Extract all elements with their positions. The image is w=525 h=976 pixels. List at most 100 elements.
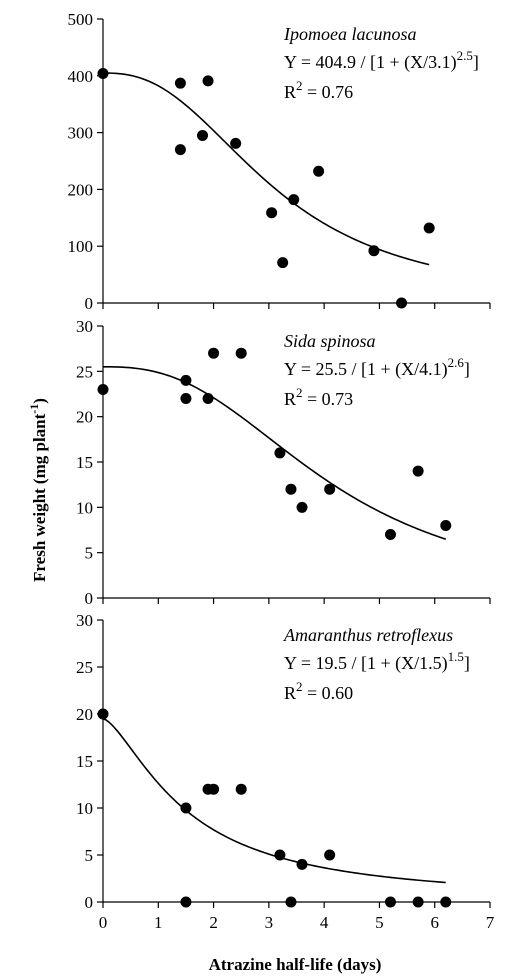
data-point (285, 896, 297, 908)
x-tick-label: 2 (209, 913, 218, 932)
panel-1: 0 100 200 300 400 500 Ipomoea lacunosa Y = 404.… (68, 10, 491, 313)
fitted-curve (102, 717, 446, 884)
y-tick-label: 25 (76, 658, 93, 677)
r-squared-symbol: R (284, 389, 296, 409)
data-point (423, 222, 435, 234)
y-tick-label: 10 (76, 799, 93, 818)
x-tick-label: 3 (265, 913, 274, 932)
x-tick-label: 6 (430, 913, 439, 932)
panel-2: 0 5 10 15 20 25 30 Sida spinosa Y = 25.5 / [1 + … (76, 317, 491, 608)
equation-end: ] (473, 52, 479, 72)
equation-main: Y = 404.9 / [1 + (X/3.1) (284, 52, 457, 73)
y-tick-label: 20 (76, 705, 93, 724)
species-label: Ipomoea lacunosa (283, 24, 416, 44)
r-squared-value: = 0.76 (303, 82, 354, 102)
species-label: Amaranthus retroflexus (283, 625, 453, 645)
data-point (313, 165, 325, 177)
data-point (97, 708, 109, 720)
y-axis-title-sup: -1 (27, 404, 41, 414)
data-point (324, 849, 336, 861)
fitted-curve (103, 72, 430, 266)
y-tick-label: 400 (68, 67, 94, 86)
equation-exponent: 2.6 (448, 355, 465, 370)
x-axis-title: Atrazine half-life (days) (209, 955, 382, 974)
data-point (396, 297, 408, 309)
data-point (384, 529, 396, 541)
data-point (197, 129, 209, 141)
r-squared-label: R2 = 0.73 (284, 385, 353, 409)
data-point (174, 77, 186, 89)
y-tick-label: 30 (76, 611, 93, 630)
data-point (235, 783, 247, 795)
y-tick-label: 15 (76, 752, 93, 771)
fitted-curve (103, 366, 447, 540)
y-tick-label: 15 (76, 453, 93, 472)
y-axis-title-main: Fresh weight (mg plant (30, 413, 49, 582)
data-point (440, 896, 452, 908)
y-tick-label: 300 (68, 124, 94, 143)
data-point (324, 483, 336, 495)
y-tick-label: 200 (68, 180, 94, 199)
data-point (235, 347, 247, 359)
y-tick-label: 5 (85, 846, 94, 865)
data-point (230, 137, 242, 149)
equation-label: Y = 25.5 / [1 + (X/4.1)2.6] (284, 355, 470, 380)
r-squared-sup: 2 (296, 78, 303, 93)
equation-main: Y = 25.5 / [1 + (X/4.1) (284, 359, 448, 380)
data-point (274, 447, 286, 459)
data-point (440, 519, 452, 531)
data-point (412, 896, 424, 908)
r-squared-value: = 0.73 (303, 389, 354, 409)
equation-label: Y = 19.5 / [1 + (X/1.5)1.5] (284, 649, 470, 674)
data-point (384, 896, 396, 908)
x-tick-label: 5 (375, 913, 384, 932)
panel-3: 0 5 10 15 20 25 30 Amaranthus retroflexus Y = 19… (76, 611, 491, 912)
equation-end: ] (464, 653, 470, 673)
y-axis-title-end: ) (30, 398, 49, 404)
data-point (208, 347, 220, 359)
y-axis-title: Fresh weight (mg plant-1) (27, 398, 49, 582)
data-point (296, 858, 308, 870)
r-squared-symbol: R (284, 82, 296, 102)
y-tick-label: 30 (76, 317, 93, 336)
data-point (296, 501, 308, 513)
y-tick-label: 10 (76, 498, 93, 517)
x-tick-label: 7 (486, 913, 495, 932)
y-tick-label: 0 (85, 294, 94, 313)
r-squared-label: R2 = 0.60 (284, 679, 353, 703)
equation-exponent: 1.5 (448, 649, 464, 664)
x-tick-label: 1 (154, 913, 163, 932)
data-point (277, 257, 289, 269)
y-tick-label: 500 (68, 10, 94, 29)
data-point (285, 483, 297, 495)
r-squared-value: = 0.60 (303, 683, 354, 703)
y-tick-label: 20 (76, 408, 93, 427)
data-point (180, 374, 192, 386)
x-axis: 0 1 2 3 4 5 6 7 (99, 913, 495, 932)
data-point (97, 383, 109, 395)
y-tick-label: 0 (85, 589, 94, 608)
data-point (288, 194, 300, 206)
data-point (412, 465, 424, 477)
equation-main: Y = 19.5 / [1 + (X/1.5) (284, 653, 448, 674)
data-point (180, 393, 192, 405)
y-tick-label: 100 (68, 237, 94, 256)
equation-end: ] (464, 359, 470, 379)
r-squared-symbol: R (284, 683, 296, 703)
data-point (368, 245, 380, 257)
data-point (180, 802, 192, 814)
x-tick-label: 0 (99, 913, 108, 932)
species-label: Sida spinosa (284, 331, 376, 351)
equation-exponent: 2.5 (457, 48, 473, 63)
y-tick-label: 0 (85, 893, 94, 912)
data-point (202, 75, 214, 87)
data-point (174, 144, 186, 156)
data-point (266, 207, 278, 219)
r-squared-sup: 2 (296, 679, 303, 694)
x-tick-label: 4 (320, 913, 329, 932)
y-tick-label: 5 (85, 544, 94, 563)
data-point (208, 783, 220, 795)
equation-label: Y = 404.9 / [1 + (X/3.1)2.5] (284, 48, 479, 73)
